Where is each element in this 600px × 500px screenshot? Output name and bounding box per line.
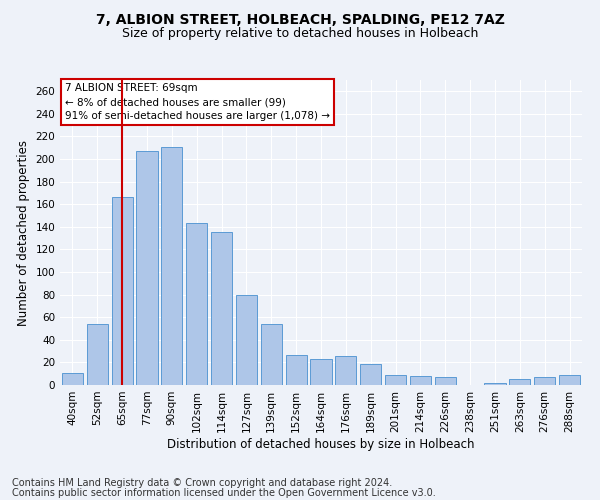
Bar [286, 354, 307, 385]
Bar [360, 364, 381, 385]
Text: Contains HM Land Registry data © Crown copyright and database right 2024.: Contains HM Land Registry data © Crown c… [12, 478, 392, 488]
Bar [211, 232, 232, 385]
Bar [509, 380, 530, 385]
X-axis label: Distribution of detached houses by size in Holbeach: Distribution of detached houses by size … [167, 438, 475, 450]
Y-axis label: Number of detached properties: Number of detached properties [17, 140, 30, 326]
Bar [186, 224, 207, 385]
Text: Contains public sector information licensed under the Open Government Licence v3: Contains public sector information licen… [12, 488, 436, 498]
Text: 7 ALBION STREET: 69sqm
← 8% of detached houses are smaller (99)
91% of semi-deta: 7 ALBION STREET: 69sqm ← 8% of detached … [65, 83, 330, 121]
Bar [484, 382, 506, 385]
Bar [87, 324, 108, 385]
Bar [385, 375, 406, 385]
Bar [136, 151, 158, 385]
Bar [410, 376, 431, 385]
Bar [161, 146, 182, 385]
Bar [310, 359, 332, 385]
Bar [236, 294, 257, 385]
Text: Size of property relative to detached houses in Holbeach: Size of property relative to detached ho… [122, 28, 478, 40]
Bar [559, 375, 580, 385]
Text: 7, ALBION STREET, HOLBEACH, SPALDING, PE12 7AZ: 7, ALBION STREET, HOLBEACH, SPALDING, PE… [95, 12, 505, 26]
Bar [112, 198, 133, 385]
Bar [435, 377, 456, 385]
Bar [261, 324, 282, 385]
Bar [335, 356, 356, 385]
Bar [534, 377, 555, 385]
Bar [62, 372, 83, 385]
